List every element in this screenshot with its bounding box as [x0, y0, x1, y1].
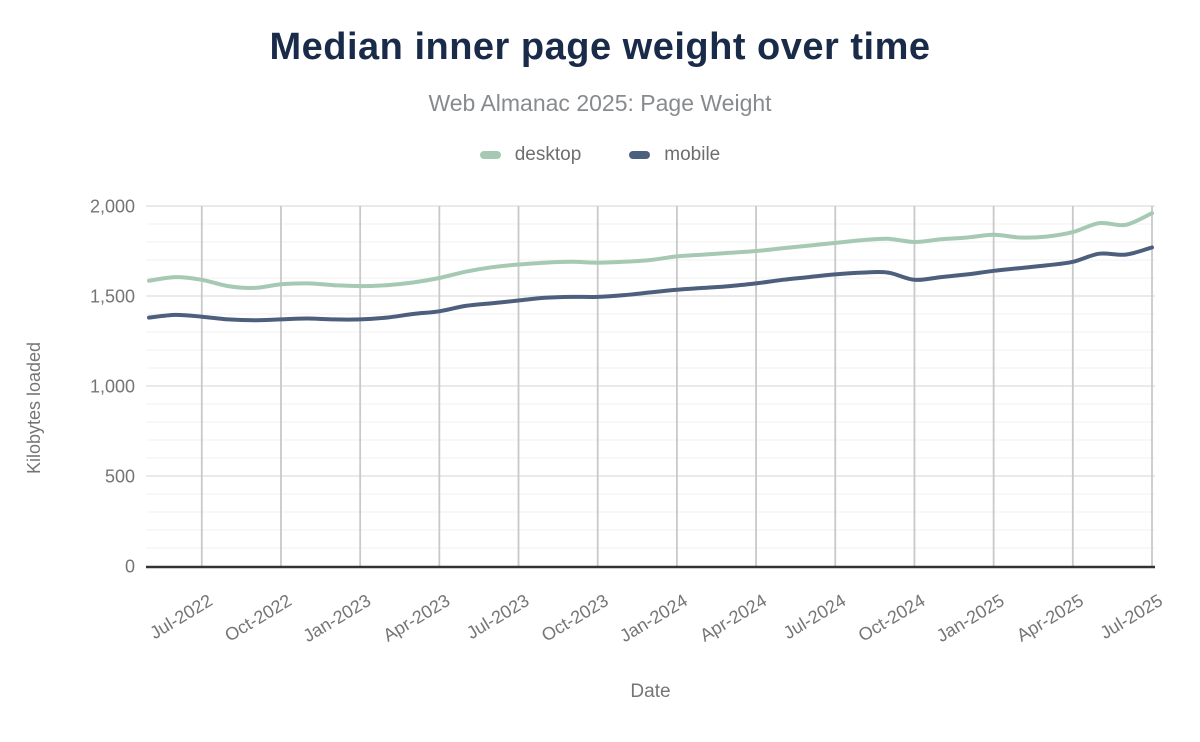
y-gridlines	[146, 205, 1155, 549]
x-tick-label: Oct-2024	[855, 590, 929, 645]
x-axis-title: Date	[630, 681, 670, 702]
y-axis-tick-labels: 0 500 1,000 1,500 2,000	[90, 196, 135, 576]
desktop-series-line[interactable]	[147, 211, 1154, 290]
x-tick-label: Jan-2023	[300, 590, 375, 646]
desktop-series-swatch	[479, 151, 501, 159]
x-tick-label: Jan-2024	[616, 590, 691, 646]
chart-title: Median inner page weight over time	[269, 26, 931, 68]
x-gridlines	[200, 206, 1153, 566]
x-tick-label: Jul-2024	[780, 590, 849, 643]
x-tick-label: Jul-2025	[1097, 590, 1166, 643]
legend-item-desktop[interactable]: desktop	[479, 144, 582, 166]
y-tick-label: 1,000	[90, 376, 135, 396]
x-tick-label: Oct-2022	[221, 590, 295, 645]
x-tick-label: Jul-2022	[146, 590, 215, 643]
y-tick-label: 1,500	[90, 286, 135, 306]
x-tick-label: Jul-2023	[463, 590, 532, 643]
x-tick-label: Jan-2025	[933, 590, 1008, 646]
chart-subtitle: Web Almanac 2025: Page Weight	[428, 90, 772, 116]
x-tick-label: Oct-2023	[538, 590, 612, 645]
mobile-series-line[interactable]	[147, 245, 1154, 323]
x-tick-label: Apr-2025	[1013, 590, 1087, 645]
x-axis-tick-labels: Jul-2022 Oct-2022 Jan-2023 Apr-2023 Jul-2023…	[146, 590, 1166, 646]
y-tick-label: 500	[105, 466, 135, 486]
x-tick-label: Apr-2023	[380, 590, 454, 645]
legend: desktop mobile	[0, 144, 1200, 166]
legend-label-mobile: mobile	[664, 144, 721, 165]
legend-label-desktop: desktop	[514, 144, 582, 165]
y-tick-label: 0	[125, 556, 135, 576]
y-tick-label: 2,000	[90, 196, 135, 216]
x-tick-label: Apr-2024	[696, 590, 770, 645]
mobile-series-swatch	[629, 151, 651, 159]
y-axis-title: Kilobytes loaded	[24, 342, 44, 474]
legend-item-mobile[interactable]: mobile	[629, 144, 720, 166]
